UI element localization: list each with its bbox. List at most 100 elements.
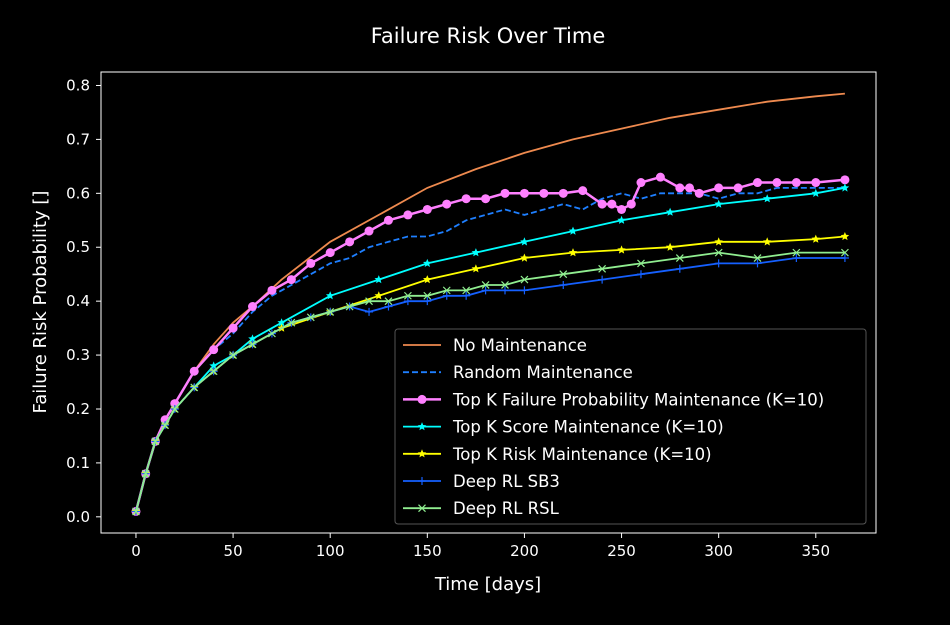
series-5-point — [423, 297, 432, 306]
plot-area: 0 50 100 150 200 250 300 350 0.0 0.1 0.2 0.3 0.4 0.5 0… — [66, 71, 877, 560]
series-5-point — [365, 307, 374, 316]
series-6-point — [840, 248, 849, 257]
series-6-point — [326, 308, 335, 316]
series-2-point — [772, 178, 782, 188]
series-5-point — [384, 302, 393, 311]
series-2-point — [481, 194, 491, 204]
series-4-point — [762, 237, 772, 246]
series-6-point — [151, 437, 160, 446]
series-4-point — [520, 253, 529, 262]
series-2-point — [209, 345, 219, 355]
series-6-point — [753, 254, 762, 262]
series-6-point — [345, 302, 354, 311]
series-2-point — [345, 237, 355, 247]
series-6-point — [161, 421, 170, 430]
series-2-point — [607, 199, 617, 209]
series-3-point — [374, 275, 383, 284]
series-4-point — [471, 264, 481, 273]
y-tick-label: 0.3 — [66, 346, 90, 364]
legend-marker-4 — [417, 449, 427, 458]
series-6-point — [559, 270, 568, 279]
series-2-point — [519, 188, 529, 198]
series-2-point — [228, 323, 238, 333]
series-5-point — [675, 264, 684, 273]
chart-title: Failure Risk Over Time — [371, 24, 606, 48]
legend-box — [394, 328, 867, 525]
series-3-point — [762, 194, 772, 203]
series-5-point — [753, 259, 762, 268]
y-tick-label: 0.2 — [66, 400, 90, 418]
series-5-point — [481, 286, 490, 295]
series-6-point — [141, 469, 150, 478]
series-5-point — [442, 291, 451, 300]
series-2-point — [539, 188, 549, 198]
series-4-point — [840, 232, 850, 241]
series-6-point — [403, 291, 412, 300]
series-2-point — [461, 194, 471, 204]
series-3-point — [423, 258, 432, 267]
y-tick-label: 0.6 — [66, 184, 90, 202]
series-2-point — [597, 199, 607, 209]
x-tick-label: 50 — [224, 542, 243, 560]
series-6-point — [481, 281, 490, 289]
series-6-point — [637, 259, 645, 268]
series-3-point — [568, 226, 578, 235]
x-tick-label: 150 — [413, 542, 442, 560]
series-5-point — [501, 286, 510, 295]
series-2-point — [422, 204, 432, 214]
legend-label: Top K Failure Probability Maintenance (K… — [452, 390, 824, 409]
y-tick-label: 0.0 — [66, 508, 90, 526]
series-2-point — [364, 226, 374, 236]
series-6-point — [442, 286, 451, 295]
series-3-point — [665, 207, 675, 216]
series-3-point — [520, 237, 529, 246]
series-2-point — [685, 183, 695, 193]
series-5-point — [792, 254, 801, 263]
x-tick-label: 300 — [704, 542, 733, 560]
series-5-point — [598, 275, 607, 284]
series-4-point — [617, 245, 626, 254]
series-6-point — [423, 291, 432, 300]
legend-marker-5 — [418, 477, 426, 485]
series-6-point — [792, 248, 801, 257]
series-6-point — [268, 329, 276, 338]
series-3-point — [248, 334, 257, 343]
series-5-point — [840, 254, 849, 263]
series-6-point — [306, 313, 315, 322]
series-5-point — [559, 280, 568, 289]
series-3-point — [617, 215, 626, 224]
series-4-point — [374, 291, 383, 300]
series-3-point — [277, 318, 286, 327]
series-4-point — [423, 275, 432, 284]
series-6-point — [132, 507, 140, 516]
series-4-point — [665, 242, 675, 251]
series-5-point — [462, 291, 471, 300]
series-3-point — [811, 188, 821, 197]
legend: No Maintenance Random Maintenance Top K Fa… — [394, 328, 867, 525]
series-2-point — [733, 183, 743, 193]
series-2-point — [675, 183, 685, 193]
series-6-point — [170, 405, 179, 413]
legend-label: No Maintenance — [453, 336, 587, 355]
series-6-point — [520, 275, 529, 284]
series-2-point — [578, 186, 588, 196]
series-2-point — [500, 188, 510, 198]
y-tick-label: 0.5 — [66, 238, 90, 256]
series-2-point — [714, 183, 724, 193]
series-2-point — [636, 178, 646, 188]
y-tick-label: 0.7 — [66, 130, 90, 148]
x-tick-label: 0 — [131, 542, 141, 560]
plot-frame — [100, 71, 877, 534]
series-4-point — [811, 234, 821, 243]
series-3-point — [325, 291, 335, 300]
series-2-point — [791, 178, 801, 188]
legend-label: Top K Score Maintenance (K=10) — [452, 418, 724, 437]
y-tick-label: 0.1 — [66, 454, 90, 472]
legend-label: Deep RL RSL — [453, 499, 560, 518]
series-6-point — [190, 383, 199, 392]
series-2-point — [811, 178, 821, 188]
series-2-point — [753, 178, 763, 188]
legend-label: Top K Risk Maintenance (K=10) — [452, 445, 712, 464]
series-4-point — [568, 248, 578, 257]
series-2-point — [325, 248, 335, 258]
